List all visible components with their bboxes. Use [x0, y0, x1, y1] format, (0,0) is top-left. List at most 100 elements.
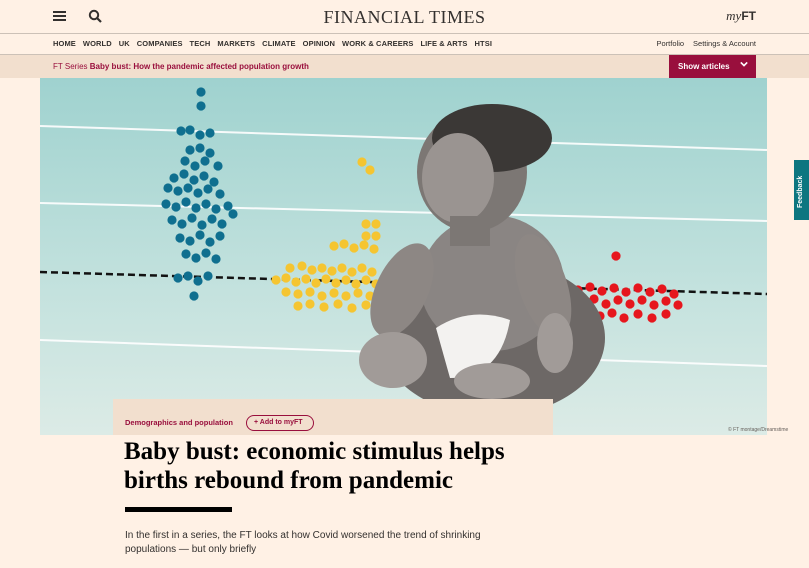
nav-item-world[interactable]: WORLD — [82, 39, 112, 48]
nav-item-work-careers[interactable]: WORK & CAREERS — [342, 39, 414, 48]
show-articles-button[interactable]: Show articles — [669, 55, 756, 78]
hero-dot — [200, 156, 210, 166]
hero-dot — [585, 282, 595, 292]
hero-dot — [347, 303, 357, 313]
hero-dot — [311, 278, 321, 288]
hero-dot — [193, 276, 203, 286]
hero-dot — [333, 299, 343, 309]
hero-dot — [197, 220, 207, 230]
hero-dot — [339, 239, 349, 249]
hero-dot — [597, 286, 607, 296]
hero-dot — [619, 313, 629, 323]
hero-dot — [281, 287, 291, 297]
hero-dot — [293, 289, 303, 299]
hero-dot — [361, 300, 371, 310]
hero-dot — [347, 267, 357, 277]
hero-illustration — [40, 87, 767, 416]
hero-dot — [673, 300, 683, 310]
series-bar: FT Series Baby bust: How the pandemic af… — [0, 55, 809, 78]
hero-dot — [211, 254, 221, 264]
nav-item-tech[interactable]: TECH — [189, 39, 211, 48]
hero-dot — [329, 241, 339, 251]
hero-dot — [205, 148, 215, 158]
hero-dot — [175, 233, 185, 243]
hero-dot — [321, 274, 331, 284]
nav-item-climate[interactable]: CLIMATE — [262, 39, 296, 48]
nav-item-htsi[interactable]: HTSI — [474, 39, 492, 48]
hero-dot — [171, 202, 181, 212]
hero-dot — [371, 231, 381, 241]
hero-dot — [176, 126, 186, 136]
series-label[interactable]: FT Series Baby bust: How the pandemic af… — [53, 62, 309, 71]
top-bar: FINANCIAL TIMES myFT — [0, 0, 809, 33]
topic-card — [113, 399, 553, 435]
nav-item-uk[interactable]: UK — [118, 39, 130, 48]
hero-dot — [193, 188, 203, 198]
nav-item-home[interactable]: HOME — [53, 39, 76, 48]
myft-link[interactable]: myFT — [726, 8, 756, 24]
hero-dot — [297, 261, 307, 271]
hero-dot — [180, 156, 190, 166]
menu-icon[interactable] — [53, 11, 66, 21]
hero-dot — [211, 204, 221, 214]
feedback-label: Feedback — [797, 175, 804, 208]
hero-dot — [361, 219, 371, 229]
hero-dot — [196, 101, 206, 111]
hero-dot — [196, 87, 206, 97]
hero-dot — [633, 309, 643, 319]
myft-prefix: my — [726, 8, 742, 23]
hero-dot — [601, 299, 611, 309]
hero-dot — [217, 219, 227, 229]
article-headline: Baby bust: economic stimulus helps birth… — [124, 438, 505, 494]
hero-dot — [611, 251, 621, 261]
hero-dot — [213, 161, 223, 171]
nav-item-opinion[interactable]: OPINION — [302, 39, 336, 48]
hero-dot — [181, 249, 191, 259]
hero-dot — [337, 263, 347, 273]
hero-dot — [199, 171, 209, 181]
hero-dot — [357, 263, 367, 273]
ft-logo[interactable]: FINANCIAL TIMES — [323, 7, 486, 27]
hero-dot — [607, 308, 617, 318]
hero-dot — [353, 288, 363, 298]
feedback-tab[interactable]: Feedback — [794, 160, 809, 220]
hero-dot — [203, 271, 213, 281]
nav-item-markets[interactable]: MARKETS — [217, 39, 256, 48]
hero-dot — [669, 289, 679, 299]
hero-dot — [349, 243, 359, 253]
hero-dot — [215, 231, 225, 241]
hero-dot — [195, 130, 205, 140]
settings-account-link[interactable]: Settings & Account — [693, 39, 756, 48]
hero-dot — [305, 287, 315, 297]
nav-account: Portfolio Settings & Account — [657, 39, 756, 48]
portfolio-link[interactable]: Portfolio — [656, 39, 685, 48]
nav-item-life-arts[interactable]: LIFE & ARTS — [420, 39, 468, 48]
hero-dot — [307, 265, 317, 275]
nav-item-companies[interactable]: COMPANIES — [136, 39, 183, 48]
add-to-myft-button[interactable]: + Add to myFT — [246, 415, 314, 431]
hero-dot — [365, 165, 375, 175]
show-articles-label: Show articles — [678, 62, 730, 71]
hero-dot — [305, 299, 315, 309]
hero-dot — [203, 184, 213, 194]
hero-dot — [633, 283, 643, 293]
hero-dot — [228, 209, 238, 219]
search-icon[interactable] — [88, 9, 102, 23]
hero-dot — [657, 284, 667, 294]
hero-dot — [185, 236, 195, 246]
hero-dot — [625, 299, 635, 309]
hero-dot — [167, 215, 177, 225]
hero-dot — [621, 287, 631, 297]
hero-dot — [647, 313, 657, 323]
hero-dot — [185, 125, 195, 135]
main-nav: HOME WORLD UK COMPANIES TECH MARKETS CLI… — [0, 33, 809, 55]
hero-dot — [285, 263, 295, 273]
hero-dot — [649, 300, 659, 310]
hero-dot — [185, 145, 195, 155]
hero-dot — [351, 279, 361, 289]
hero-dot — [181, 197, 191, 207]
hero-dot — [645, 287, 655, 297]
hero-dot — [661, 309, 671, 319]
topic-link[interactable]: Demographics and population — [125, 418, 233, 427]
hero-dot — [195, 230, 205, 240]
